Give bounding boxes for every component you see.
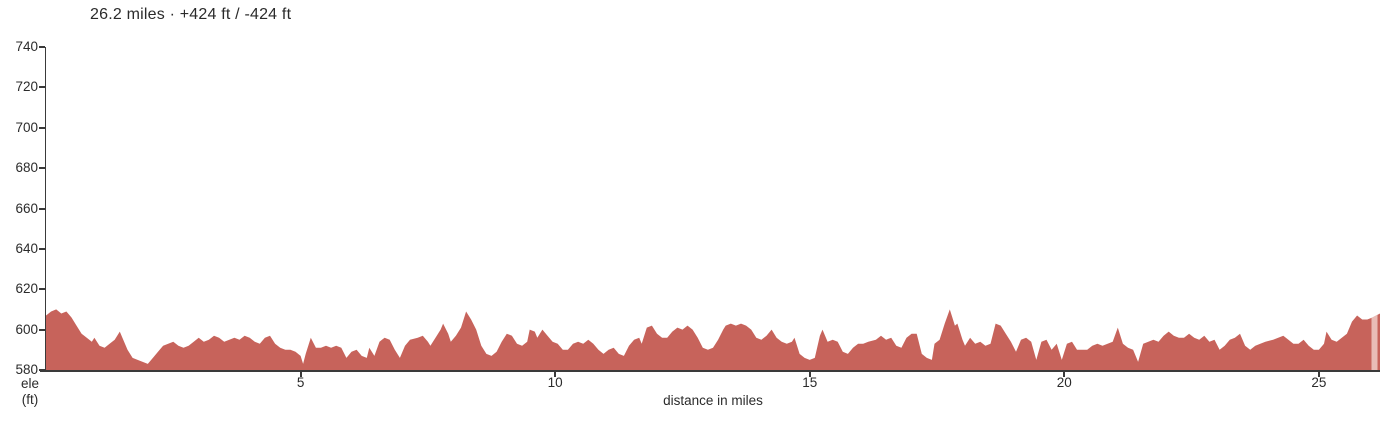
y-axis-line bbox=[44, 47, 46, 370]
y-tick-mark bbox=[39, 247, 45, 250]
x-tick-label: 15 bbox=[802, 375, 818, 390]
x-tick-mark bbox=[299, 372, 302, 377]
y-tick-label: 680 bbox=[15, 160, 38, 176]
y-tick-label: 660 bbox=[15, 200, 38, 216]
y-tick-mark bbox=[39, 46, 45, 48]
x-tick-mark bbox=[554, 372, 557, 377]
y-tick-mark bbox=[39, 207, 45, 210]
chart-title: 26.2 miles · +424 ft / -424 ft bbox=[90, 6, 292, 23]
y-tick-label: 620 bbox=[15, 281, 38, 297]
x-tick-mark bbox=[808, 372, 811, 377]
x-tick-label: 5 bbox=[296, 375, 305, 390]
y-tick-label: 580 bbox=[15, 362, 38, 377]
y-tick-mark bbox=[39, 126, 45, 129]
y-tick-label: 720 bbox=[15, 79, 38, 95]
y-tick-mark bbox=[39, 369, 45, 371]
y-axis-unit-line1: ele bbox=[20, 376, 39, 391]
y-axis-unit-label: ele (ft) bbox=[8, 376, 52, 408]
plot-area[interactable] bbox=[46, 47, 1380, 370]
y-tick-label: 640 bbox=[15, 240, 38, 256]
y-tick-mark bbox=[39, 288, 45, 291]
y-tick-mark bbox=[39, 167, 45, 170]
x-tick-mark bbox=[1063, 372, 1066, 377]
y-tick-label: 740 bbox=[15, 39, 38, 54]
elevation-area-fill bbox=[46, 309, 1380, 370]
y-tick-label: 700 bbox=[15, 119, 38, 135]
x-tick-mark bbox=[1317, 372, 1320, 377]
y-axis-unit-line2: (ft) bbox=[21, 392, 39, 407]
elevation-area[interactable] bbox=[46, 47, 1380, 370]
route-end-marker bbox=[1371, 309, 1378, 370]
x-tick-label: 25 bbox=[1311, 375, 1327, 390]
x-axis-line bbox=[40, 369, 1380, 372]
y-tick-mark bbox=[39, 328, 45, 331]
x-axis-title: distance in miles bbox=[663, 393, 763, 408]
y-tick-label: 600 bbox=[15, 321, 38, 337]
x-tick-label: 20 bbox=[1056, 375, 1072, 390]
y-tick-mark bbox=[39, 86, 45, 89]
x-tick-label: 10 bbox=[547, 375, 563, 390]
